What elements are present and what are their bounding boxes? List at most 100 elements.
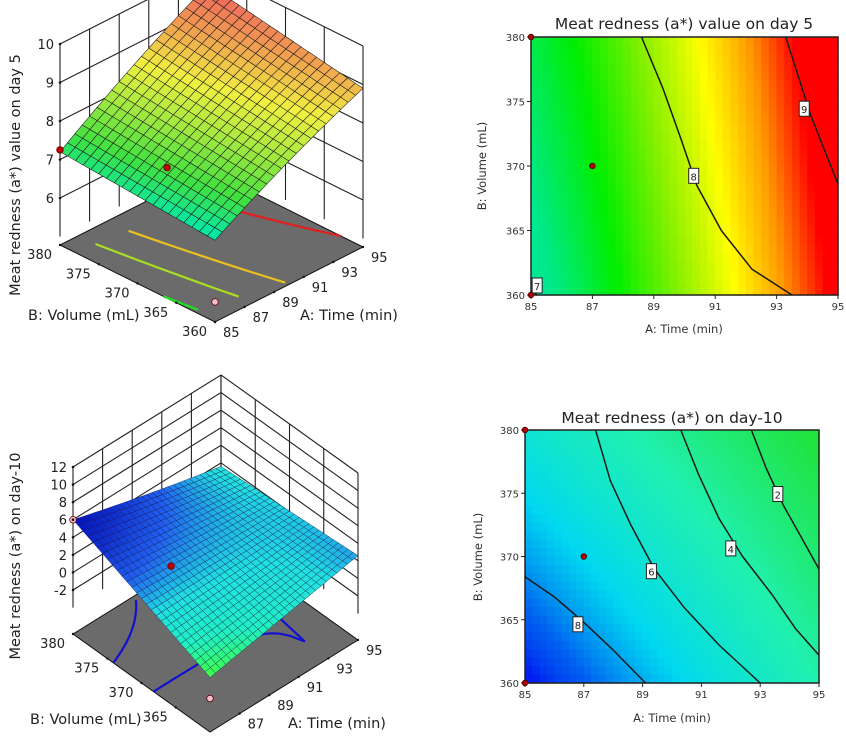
heatmap-cell	[730, 556, 739, 566]
heatmap-cell	[730, 438, 739, 448]
y-tick-label: 380	[500, 426, 519, 437]
heatmap-cell	[576, 666, 585, 676]
heatmap-cell	[576, 556, 585, 566]
heatmap-cell	[761, 80, 770, 90]
heatmap-cell	[546, 252, 555, 262]
heatmap-cell	[804, 564, 813, 574]
heatmap-cell	[791, 114, 801, 124]
heatmap-cell	[774, 472, 783, 482]
heatmap-cell	[699, 183, 709, 193]
heatmap-cell	[653, 200, 663, 210]
heatmap-cell	[664, 472, 673, 482]
heatmap-cell	[635, 649, 644, 659]
heatmap-cell	[664, 522, 673, 532]
heatmap-cell	[774, 640, 783, 650]
heatmap-cell	[657, 539, 666, 549]
heatmap-cell	[822, 166, 831, 176]
heatmap-cell	[539, 548, 548, 558]
heatmap-cell	[630, 209, 640, 219]
heatmap-cell	[623, 62, 632, 72]
heatmap-cell	[789, 505, 798, 515]
heatmap-cell	[694, 505, 702, 515]
heatmap-cell	[686, 640, 695, 650]
heatmap-cell	[767, 666, 776, 676]
heatmap-cell	[807, 269, 816, 279]
heatmap-cell	[576, 640, 585, 650]
heatmap-cell	[607, 37, 617, 47]
heatmap-cell	[745, 539, 754, 549]
heatmap-cell	[767, 514, 776, 524]
heatmap-cell	[664, 666, 673, 676]
heatmap-cell	[791, 105, 801, 115]
contour-label-box	[531, 277, 543, 294]
heatmap-cell	[814, 166, 824, 176]
x-tick-label: 93	[341, 266, 358, 281]
heatmap-cell	[715, 71, 724, 81]
heatmap-cell	[701, 463, 710, 473]
heatmap-cell	[814, 148, 824, 158]
heatmap-cell	[822, 140, 831, 150]
heatmap-cell	[738, 234, 747, 244]
heatmap-cell	[822, 71, 831, 81]
heatmap-cell	[620, 564, 629, 574]
heatmap-cell	[576, 674, 585, 684]
heatmap-cell	[694, 598, 702, 608]
heatmap-cell	[569, 505, 578, 515]
heatmap-cell	[600, 269, 609, 279]
heatmap-cell	[774, 556, 783, 566]
heatmap-cell	[672, 446, 680, 456]
heatmap-cell	[561, 105, 570, 115]
heatmap-cell	[723, 455, 732, 465]
heatmap-cell	[635, 455, 644, 465]
heatmap-cell	[752, 548, 761, 558]
heatmap-cell	[538, 88, 547, 98]
x-tick-label: 85	[223, 326, 240, 341]
heatmap-cell	[761, 260, 770, 270]
heatmap-cell	[630, 88, 640, 98]
heatmap-cell	[630, 62, 640, 72]
heatmap-cell	[715, 226, 724, 236]
heatmap-cell	[532, 632, 541, 642]
heatmap-cell	[554, 286, 563, 296]
heatmap-cell	[638, 140, 647, 150]
heatmap-cell	[768, 252, 778, 262]
heatmap-cell	[699, 45, 709, 55]
heatmap-cell	[600, 54, 609, 64]
heatmap-cell	[761, 243, 770, 253]
heatmap-cell	[638, 45, 647, 55]
heatmap-cell	[591, 446, 600, 456]
heatmap-cell	[784, 234, 793, 244]
heatmap-cell	[752, 615, 761, 625]
heatmap-cell	[830, 174, 839, 184]
heatmap-cell	[657, 438, 666, 448]
heatmap-cell	[554, 598, 563, 608]
heatmap-cell	[584, 54, 594, 64]
heatmap-cell	[692, 260, 701, 270]
heatmap-cell	[752, 455, 761, 465]
heatmap-cell	[635, 623, 644, 633]
heatmap-cell	[653, 97, 663, 107]
x-tick-label: 93	[336, 662, 353, 677]
heatmap-cell	[539, 657, 548, 667]
heatmap-cell	[715, 97, 724, 107]
heatmap-cell	[525, 497, 533, 507]
heatmap-cell	[630, 234, 640, 244]
heatmap-cell	[661, 114, 670, 124]
heatmap-cell	[546, 62, 555, 72]
heatmap-cell	[615, 131, 624, 141]
heatmap-cell	[531, 45, 540, 55]
y-tick-label: 370	[500, 553, 519, 564]
heatmap-cell	[649, 615, 658, 625]
heatmap-cell	[730, 632, 739, 642]
heatmap-cell	[796, 514, 805, 524]
heatmap-cell	[745, 573, 754, 583]
heatmap-cell	[814, 226, 824, 236]
heatmap-cell	[789, 522, 798, 532]
heatmap-cell	[679, 615, 688, 625]
heatmap-cell	[730, 480, 739, 490]
heatmap-cell	[525, 531, 533, 541]
heatmap-cell	[745, 183, 755, 193]
heatmap-cell	[600, 140, 609, 150]
heatmap-cell	[600, 97, 609, 107]
heatmap-cell	[532, 438, 541, 448]
